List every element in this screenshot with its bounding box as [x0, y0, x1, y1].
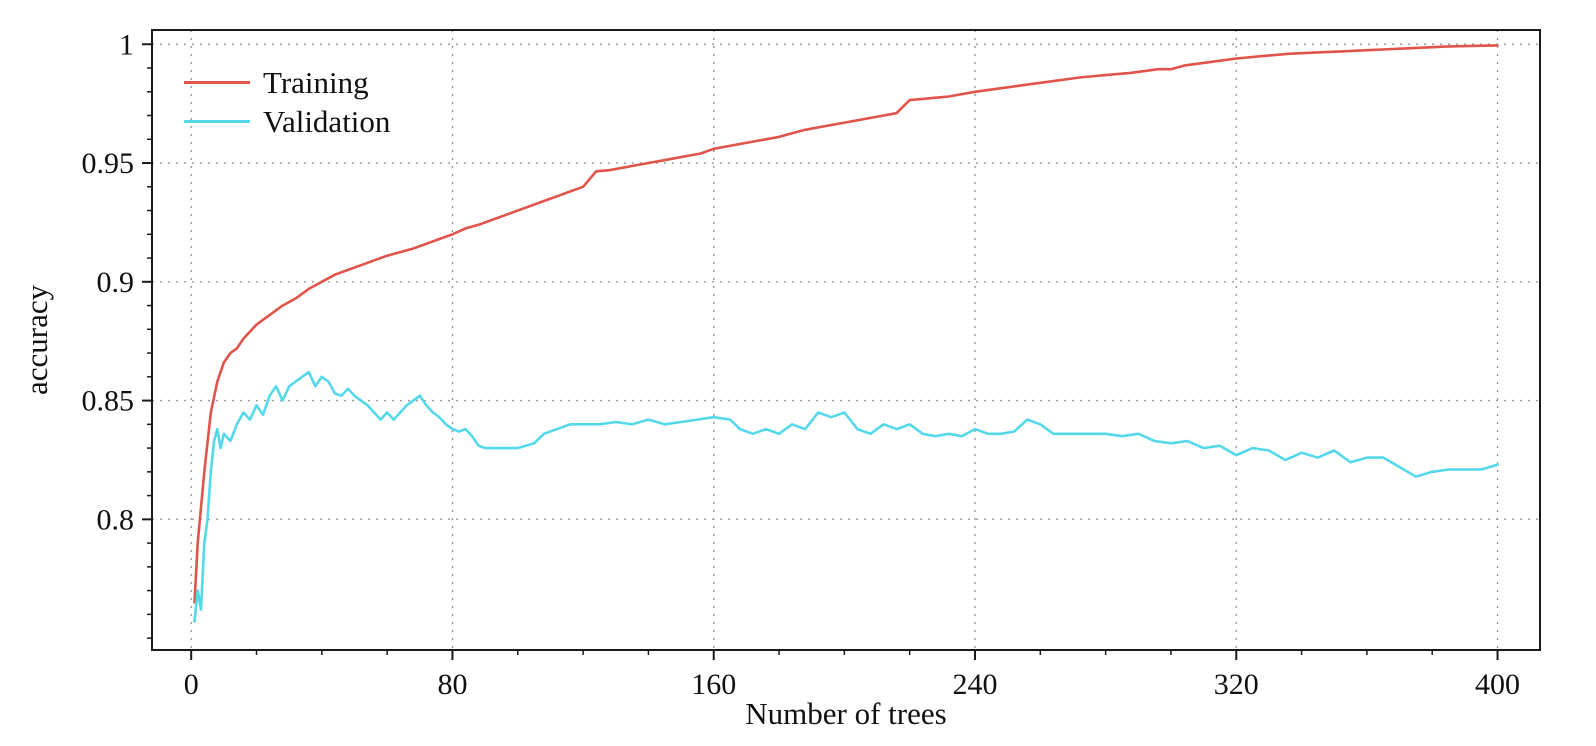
- svg-text:160: 160: [691, 668, 736, 701]
- svg-text:0.85: 0.85: [82, 385, 135, 418]
- y-axis-label: accuracy: [19, 284, 54, 396]
- legend-label-training: Training: [263, 64, 369, 100]
- svg-text:1: 1: [119, 28, 134, 61]
- legend: Training Validation: [184, 64, 390, 140]
- legend-label-validation: Validation: [263, 103, 391, 139]
- training-line-sample: [184, 81, 250, 84]
- svg-text:0.8: 0.8: [97, 503, 135, 536]
- svg-text:0: 0: [184, 668, 199, 701]
- svg-text:80: 80: [437, 668, 467, 701]
- x-axis-label: Number of trees: [745, 696, 947, 731]
- svg-text:400: 400: [1475, 668, 1520, 701]
- validation-line-sample: [184, 120, 250, 123]
- legend-entry-validation: Validation: [184, 103, 390, 140]
- svg-text:320: 320: [1214, 668, 1259, 701]
- legend-entry-training: Training: [184, 64, 390, 101]
- svg-text:0.9: 0.9: [97, 266, 135, 299]
- svg-text:240: 240: [953, 668, 998, 701]
- svg-text:0.95: 0.95: [82, 147, 135, 180]
